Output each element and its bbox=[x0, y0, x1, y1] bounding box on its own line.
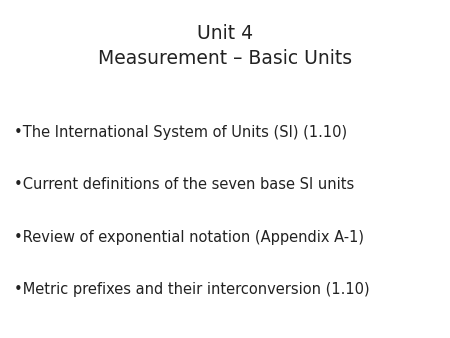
Text: •Current definitions of the seven base SI units: •Current definitions of the seven base S… bbox=[14, 177, 354, 192]
Text: •The International System of Units (SI) (1.10): •The International System of Units (SI) … bbox=[14, 125, 346, 140]
Text: Unit 4
Measurement – Basic Units: Unit 4 Measurement – Basic Units bbox=[98, 24, 352, 68]
Text: •Review of exponential notation (Appendix A-1): •Review of exponential notation (Appendi… bbox=[14, 230, 364, 245]
Text: •Metric prefixes and their interconversion (1.10): •Metric prefixes and their interconversi… bbox=[14, 282, 369, 297]
